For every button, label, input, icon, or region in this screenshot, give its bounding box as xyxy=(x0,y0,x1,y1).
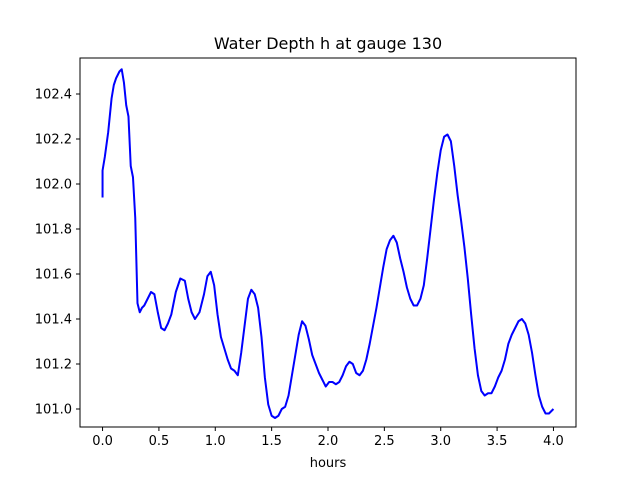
x-tick-label: 1.0 xyxy=(205,434,226,449)
y-tick-label: 102.2 xyxy=(35,133,72,148)
x-axis-label: hours xyxy=(310,456,347,471)
y-tick-label: 101.4 xyxy=(35,313,72,328)
y-tick-label: 101.8 xyxy=(35,223,72,238)
x-tick-label: 2.5 xyxy=(374,434,395,449)
y-tick-label: 101.0 xyxy=(35,403,72,418)
x-tick-label: 3.0 xyxy=(430,434,451,449)
x-tick-label: 0.0 xyxy=(92,434,113,449)
x-tick-label: 2.0 xyxy=(318,434,339,449)
chart-title: Water Depth h at gauge 130 xyxy=(214,34,442,53)
y-tick-label: 102.0 xyxy=(35,178,72,193)
x-tick-label: 0.5 xyxy=(149,434,170,449)
x-tick-label: 3.5 xyxy=(487,434,508,449)
x-tick-label: 4.0 xyxy=(543,434,564,449)
series-line xyxy=(101,68,555,419)
y-tick-label: 102.4 xyxy=(35,88,72,103)
plot-area: 0.0 0.5 1.0 1.5 2.0 2.5 3.0 3.5 4.0 101.0 101.2 101… xyxy=(35,57,577,449)
y-tick-label: 101.6 xyxy=(35,268,72,283)
x-tick-label: 1.5 xyxy=(261,434,282,449)
y-tick-label: 101.2 xyxy=(35,358,72,373)
